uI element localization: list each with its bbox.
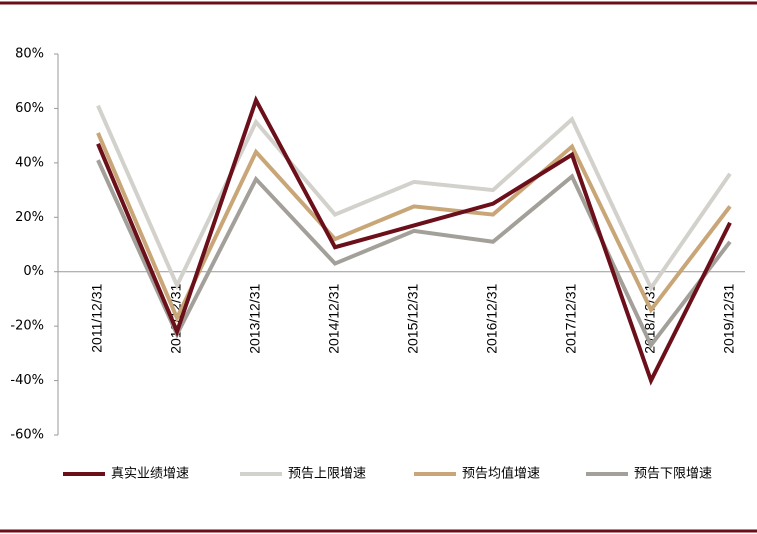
legend-label: 预告下限增速 [634,467,712,482]
y-tick-label: 0% [23,264,44,279]
x-tick-label: 2013/12/31 [247,284,263,354]
x-tick-label: 2016/12/31 [484,284,500,354]
y-tick-label: -60% [10,428,44,443]
series-line [96,159,732,350]
legend-label: 预告上限增速 [288,467,366,482]
y-tick-label: 40% [15,155,44,170]
x-tick-label: 2019/12/31 [721,284,737,354]
legend-label: 真实业绩增速 [111,467,189,482]
y-tick-label: -20% [10,319,44,334]
y-tick-label: 80% [15,47,44,62]
y-tick-label: -40% [10,373,44,388]
series-line [96,132,732,323]
series-line [96,95,732,386]
series-line [96,104,732,293]
y-tick-label: 60% [15,101,44,116]
x-tick-label: 2017/12/31 [563,284,579,354]
y-tick-label: 20% [15,210,44,225]
x-tick-label: 2011/12/31 [89,284,105,353]
x-tick-label: 2014/12/31 [326,284,342,354]
x-tick-label: 2015/12/31 [405,284,421,354]
legend-label: 预告均值增速 [462,466,540,482]
